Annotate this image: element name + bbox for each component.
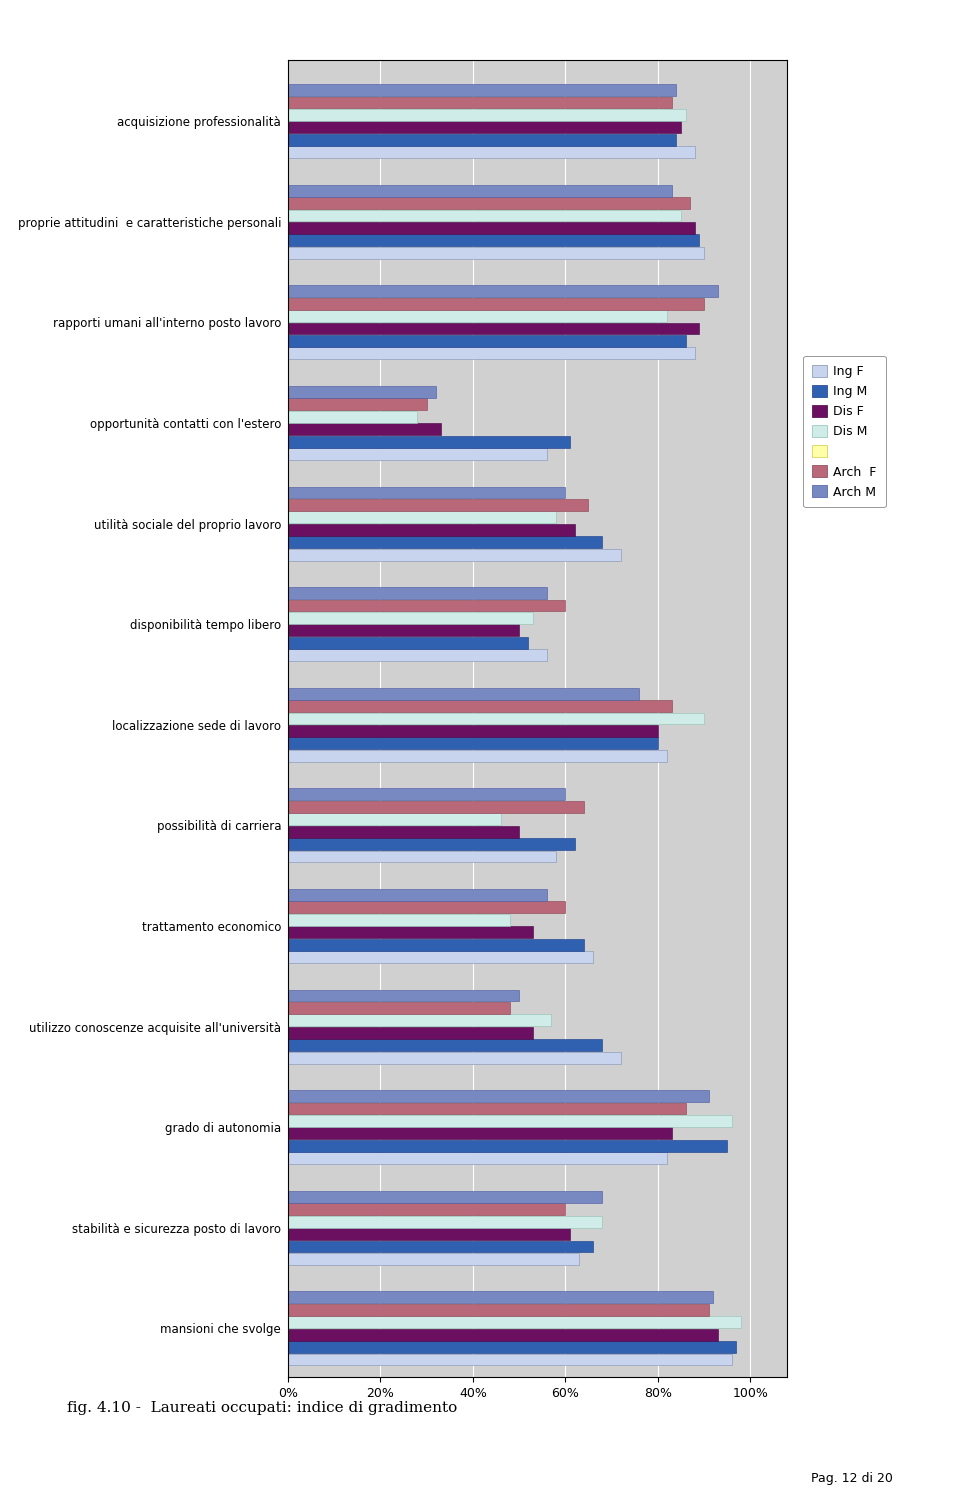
Bar: [288, 222, 695, 234]
Bar: [288, 789, 565, 801]
Bar: [288, 298, 704, 310]
Bar: [288, 1216, 602, 1228]
Bar: [288, 1103, 685, 1114]
Bar: [288, 587, 547, 599]
Bar: [288, 386, 436, 398]
Bar: [288, 624, 519, 636]
Bar: [288, 636, 528, 648]
Bar: [288, 1090, 708, 1102]
Bar: [288, 1316, 741, 1328]
Bar: [288, 487, 565, 499]
Bar: [288, 133, 676, 145]
Bar: [288, 436, 570, 448]
Bar: [288, 713, 704, 725]
Bar: [288, 1015, 551, 1027]
Bar: [288, 1292, 713, 1304]
Bar: [288, 198, 690, 210]
Bar: [288, 410, 418, 422]
Bar: [288, 701, 672, 713]
Bar: [288, 147, 695, 159]
Bar: [288, 347, 695, 359]
Bar: [288, 738, 658, 750]
Bar: [288, 335, 685, 347]
Bar: [288, 184, 672, 196]
Bar: [288, 850, 556, 862]
Bar: [288, 84, 676, 96]
Bar: [288, 235, 700, 247]
Bar: [288, 600, 565, 611]
Bar: [288, 1115, 732, 1127]
Bar: [288, 826, 519, 837]
Bar: [288, 901, 565, 913]
Bar: [288, 210, 681, 222]
Bar: [288, 687, 639, 699]
Bar: [288, 913, 510, 925]
Bar: [288, 1341, 736, 1353]
Bar: [288, 612, 533, 624]
Bar: [288, 1027, 533, 1039]
Bar: [288, 97, 672, 108]
Bar: [288, 1329, 718, 1340]
Bar: [288, 1001, 510, 1013]
Bar: [288, 286, 718, 298]
Bar: [288, 109, 685, 121]
Bar: [288, 813, 500, 825]
Bar: [288, 1052, 621, 1063]
Bar: [288, 650, 547, 662]
Bar: [288, 1139, 727, 1151]
Bar: [288, 1039, 602, 1051]
Bar: [288, 838, 575, 850]
Bar: [288, 247, 704, 259]
Bar: [288, 1241, 593, 1253]
Bar: [288, 1228, 570, 1240]
Bar: [288, 951, 593, 963]
Legend: Ing F, Ing M, Dis F, Dis M, , Arch  F, Arch M: Ing F, Ing M, Dis F, Dis M, , Arch F, Ar…: [804, 356, 885, 507]
Bar: [288, 448, 547, 460]
Text: fig. 4.10 -  Laureati occupati: indice di gradimento: fig. 4.10 - Laureati occupati: indice di…: [67, 1401, 458, 1415]
Bar: [288, 801, 584, 813]
Bar: [288, 725, 658, 737]
Bar: [288, 927, 533, 939]
Bar: [288, 889, 547, 901]
Bar: [288, 536, 602, 548]
Bar: [288, 1153, 667, 1165]
Bar: [288, 750, 667, 762]
Bar: [288, 1253, 579, 1265]
Bar: [288, 990, 519, 1001]
Bar: [288, 424, 441, 436]
Text: Pag. 12 di 20: Pag. 12 di 20: [811, 1472, 893, 1485]
Bar: [288, 499, 588, 510]
Bar: [288, 121, 681, 133]
Bar: [288, 1127, 672, 1139]
Bar: [288, 939, 584, 951]
Bar: [288, 524, 575, 536]
Bar: [288, 549, 621, 560]
Bar: [288, 310, 667, 322]
Bar: [288, 323, 700, 334]
Bar: [288, 398, 426, 410]
Bar: [288, 1353, 732, 1365]
Bar: [288, 1190, 602, 1202]
Bar: [288, 1204, 565, 1216]
Bar: [288, 1304, 708, 1316]
Bar: [288, 512, 556, 524]
